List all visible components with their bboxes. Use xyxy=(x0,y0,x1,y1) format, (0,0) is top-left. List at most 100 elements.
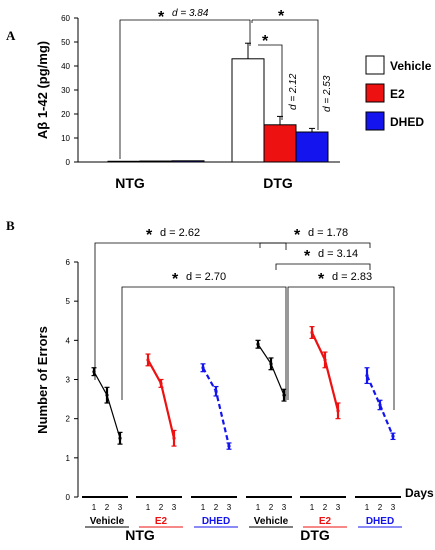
day-tick-label: 3 xyxy=(391,503,396,512)
star-a-3: * xyxy=(262,33,269,50)
panel-b-ylabel: Number of Errors xyxy=(35,326,50,434)
panel-b-ytick-label: 4 xyxy=(66,336,71,345)
data-point xyxy=(378,403,382,407)
effect-size-b-2: d = 1.78 xyxy=(308,227,348,239)
bracket-b-2 xyxy=(259,242,371,248)
data-point xyxy=(201,366,205,370)
star-b-4: * xyxy=(172,271,179,288)
panel-a-ytick-label: 10 xyxy=(61,134,70,143)
day-tick-label: 2 xyxy=(105,503,110,512)
legend-label-dhed: DHED xyxy=(390,115,424,129)
panel-b-group-dtg: DTG xyxy=(300,527,330,543)
data-point xyxy=(310,330,314,335)
effect-size-a-2: d = 2.12 xyxy=(288,73,299,110)
data-point xyxy=(146,358,150,362)
line-ntg-e2 xyxy=(147,359,176,439)
data-point xyxy=(336,409,340,413)
data-point xyxy=(118,436,122,440)
effect-size-b-5: d = 2.83 xyxy=(332,271,372,283)
panel-b-ytick-label: 5 xyxy=(66,297,71,306)
day-tick-label: 1 xyxy=(92,503,97,512)
effect-size-b-1: d = 2.62 xyxy=(160,227,200,239)
panel-b-ytick-label: 1 xyxy=(66,454,71,463)
star-b-1: * xyxy=(146,227,153,244)
condition-label-e2: E2 xyxy=(155,516,168,527)
panel-b-ytick-label: 0 xyxy=(66,493,71,502)
panel-a-ylabel: Aβ 1-42 (pg/mg) xyxy=(35,41,50,139)
bracket-b-1 xyxy=(94,242,287,380)
star-b-5: * xyxy=(318,271,325,288)
bracket-vehicle-dhed xyxy=(251,19,319,130)
day-tick-label: 2 xyxy=(323,503,328,512)
bar-dhed-dtg xyxy=(295,131,329,163)
bar-dhed-ntg xyxy=(171,160,205,163)
day-tick-label: 1 xyxy=(256,503,261,512)
day-tick-label: 2 xyxy=(269,503,274,512)
day-tick-label: 2 xyxy=(378,503,383,512)
panel-a-group-ntg: NTG xyxy=(115,175,145,191)
panel-label-b: B xyxy=(6,218,15,233)
legend-swatch-e2 xyxy=(365,83,385,103)
bracket-b-4 xyxy=(121,286,287,400)
star-b-2: * xyxy=(294,227,301,244)
panel-label-a: A xyxy=(6,28,16,43)
star-b-3: * xyxy=(304,248,311,265)
day-tick-label: 1 xyxy=(310,503,315,512)
condition-label-vehicle: Vehicle xyxy=(254,516,289,527)
day-tick-label: 1 xyxy=(201,503,206,512)
panel-b-xlabel: Days xyxy=(405,486,434,500)
data-point xyxy=(323,358,327,362)
effect-size-a-3: d = 2.53 xyxy=(322,75,333,112)
condition-label-vehicle: Vehicle xyxy=(90,516,125,527)
panel-b-ytick-label: 3 xyxy=(66,376,71,385)
data-point xyxy=(159,381,163,386)
day-tick-label: 2 xyxy=(159,503,164,512)
data-point xyxy=(256,342,260,346)
panel-a-ytick-label: 0 xyxy=(66,158,71,167)
panel-a-ytick-label: 60 xyxy=(61,14,70,23)
data-point xyxy=(227,444,231,448)
bar-e2-ntg xyxy=(139,160,173,163)
condition-label-dhed: DHED xyxy=(366,516,394,527)
data-point xyxy=(269,362,273,366)
line-ntg-dhed xyxy=(202,367,231,447)
bracket-vehicle-e2 xyxy=(258,44,283,120)
line-ntg-vehicle xyxy=(93,371,121,439)
day-tick-label: 2 xyxy=(214,503,219,512)
day-tick-label: 3 xyxy=(336,503,341,512)
panel-a-ytick-label: 30 xyxy=(61,86,70,95)
line-dtg-e2 xyxy=(311,332,340,412)
day-tick-label: 3 xyxy=(172,503,177,512)
effect-size-a-1: d = 3.84 xyxy=(172,8,209,19)
condition-label-dhed: DHED xyxy=(202,516,230,527)
bracket-b-3 xyxy=(275,263,371,270)
data-point xyxy=(105,393,109,397)
legend-label-vehicle: Vehicle xyxy=(390,59,432,73)
data-point xyxy=(282,393,286,397)
panel-b-group-ntg: NTG xyxy=(125,527,155,543)
bar-e2-dtg xyxy=(263,124,297,163)
effect-size-b-3: d = 3.14 xyxy=(318,248,358,260)
data-point xyxy=(214,389,218,393)
data-point xyxy=(365,373,369,378)
panel-b-ytick-label: 2 xyxy=(66,415,71,424)
panel-a-ytick-label: 40 xyxy=(61,62,70,71)
bracket-b-5 xyxy=(287,286,395,410)
legend-swatch-dhed xyxy=(365,111,385,131)
bar-vehicle-dtg xyxy=(231,58,265,163)
panel-a-ytick-label: 20 xyxy=(61,110,70,119)
panel-b-ytick-label: 6 xyxy=(66,258,71,267)
legend-swatch-vehicle xyxy=(365,55,385,75)
panel-a-ytick-label: 50 xyxy=(61,38,70,47)
data-point xyxy=(391,434,395,438)
legend-label-e2: E2 xyxy=(390,87,405,101)
day-tick-label: 3 xyxy=(282,503,287,512)
day-tick-label: 1 xyxy=(365,503,370,512)
day-tick-label: 3 xyxy=(118,503,123,512)
panel-a-group-dtg: DTG xyxy=(263,175,293,191)
bracket-ntg-dtg xyxy=(119,19,251,159)
condition-label-e2: E2 xyxy=(319,516,332,527)
day-tick-label: 1 xyxy=(146,503,151,512)
legend: Vehicle E2 DHED xyxy=(365,55,432,131)
